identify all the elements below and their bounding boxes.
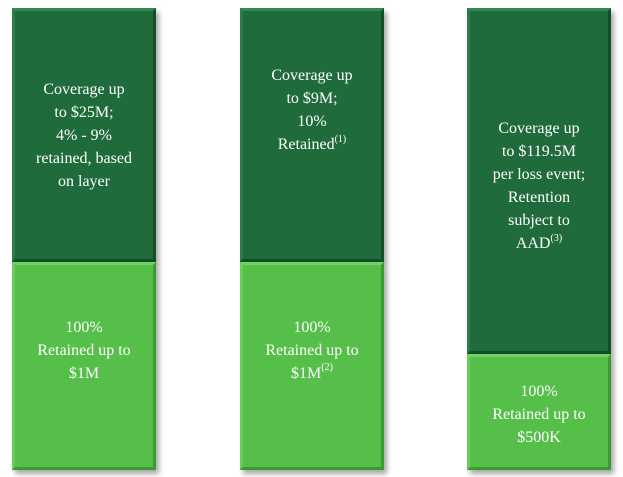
text-line: $1M [68,364,100,382]
coverage-layer-box-3: Coverage up to $119.5M per loss event; R… [467,8,611,354]
retention-layer-box-3: 100% Retained up to $500K [467,354,611,470]
text-line: AAD(3) [493,232,585,255]
footnote-marker: (2) [321,362,333,374]
retention-layer-text-3: 100% Retained up to $500K [488,380,589,449]
retention-layer-box-2: 100% Retained up to $1M(2) [240,262,384,470]
text-line: Retained up to [492,405,586,423]
text-line: 10% [297,113,327,130]
text-line: 100% [293,318,331,336]
text-line: retained, based [36,149,132,167]
text-line: Coverage up [43,80,125,98]
coverage-layer-box-2: Coverage up to $9M; 10% Retained(1) [240,8,384,262]
retention-layer-box-1: 100% Retained up to $1M [12,262,156,470]
text-line: Coverage up [271,67,353,84]
text-line: Retained up to [37,341,131,359]
text-line: on layer [58,172,110,190]
coverage-layer-text-1: Coverage up to $25M; 4% - 9% retained, b… [32,78,136,193]
text-line: 4% - 9% [56,126,112,144]
text-line: Retention [507,189,571,206]
coverage-layer-text-3: Coverage up to $119.5M per loss event; R… [489,117,589,255]
text-line: to $25M; [54,103,114,121]
text-line: Coverage up [498,120,580,137]
text-line: to $9M; [286,90,338,107]
aad-label: AAD [515,235,551,252]
text-line: Retained(1) [271,133,352,156]
text-line: subject to [508,212,570,229]
text-line: per loss event; [492,166,586,183]
text-line: to $119.5M [501,143,577,160]
footnote-marker: (3) [550,232,563,244]
text-line: $1M(2) [265,362,358,385]
coverage-layer-text-2: Coverage up to $9M; 10% Retained(1) [267,64,356,156]
retention-layer-text-2: 100% Retained up to $1M(2) [261,316,362,385]
text-line: Retained up to [265,341,359,359]
retained-label: Retained [277,136,335,153]
text-line: 100% [65,318,103,336]
text-line: $500K [517,428,561,446]
footnote-marker: (1) [334,133,347,145]
layer-column-3: Coverage up to $119.5M per loss event; R… [467,8,611,470]
coverage-layer-box-1: Coverage up to $25M; 4% - 9% retained, b… [12,8,156,262]
text-line: 100% [520,382,558,400]
amount-label: $1M [291,364,322,382]
retention-layer-text-1: 100% Retained up to $1M [33,316,134,385]
layer-column-2: Coverage up to $9M; 10% Retained(1) 100%… [240,8,384,470]
layer-column-1: Coverage up to $25M; 4% - 9% retained, b… [12,8,156,470]
